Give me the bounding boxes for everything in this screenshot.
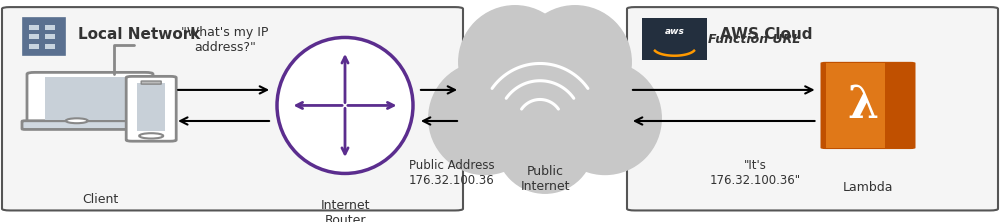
- Ellipse shape: [496, 96, 594, 193]
- FancyBboxPatch shape: [627, 7, 998, 210]
- Ellipse shape: [429, 62, 541, 174]
- FancyBboxPatch shape: [826, 63, 885, 148]
- FancyBboxPatch shape: [23, 18, 65, 56]
- FancyBboxPatch shape: [22, 121, 158, 129]
- FancyBboxPatch shape: [29, 44, 39, 49]
- Circle shape: [139, 133, 163, 139]
- Circle shape: [66, 118, 88, 123]
- Text: Lambda: Lambda: [843, 181, 893, 194]
- FancyBboxPatch shape: [45, 25, 55, 30]
- Text: aws: aws: [665, 27, 684, 36]
- Text: Internet
Router: Internet Router: [320, 199, 370, 222]
- Text: Local Network: Local Network: [78, 27, 200, 42]
- FancyBboxPatch shape: [137, 83, 165, 131]
- Text: AWS Cloud: AWS Cloud: [720, 27, 812, 42]
- FancyBboxPatch shape: [126, 76, 176, 141]
- Ellipse shape: [470, 28, 620, 178]
- Ellipse shape: [549, 62, 661, 174]
- FancyBboxPatch shape: [141, 81, 161, 84]
- FancyBboxPatch shape: [45, 34, 55, 39]
- FancyBboxPatch shape: [45, 44, 55, 49]
- FancyBboxPatch shape: [642, 18, 707, 60]
- Ellipse shape: [277, 38, 413, 173]
- Ellipse shape: [459, 6, 571, 118]
- Text: Public
Internet: Public Internet: [520, 165, 570, 193]
- Ellipse shape: [519, 6, 631, 118]
- FancyBboxPatch shape: [45, 77, 135, 120]
- Text: Public Address
176.32.100.36: Public Address 176.32.100.36: [409, 159, 495, 187]
- Text: Function URL: Function URL: [708, 34, 800, 46]
- Text: λ: λ: [847, 84, 879, 127]
- FancyBboxPatch shape: [820, 62, 916, 149]
- Text: "It's
176.32.100.36": "It's 176.32.100.36": [709, 159, 801, 187]
- FancyBboxPatch shape: [2, 7, 463, 210]
- Text: "What's my IP
address?": "What's my IP address?": [181, 26, 269, 54]
- FancyBboxPatch shape: [29, 34, 39, 39]
- FancyBboxPatch shape: [29, 25, 39, 30]
- FancyBboxPatch shape: [27, 72, 153, 124]
- Text: Client: Client: [82, 193, 118, 206]
